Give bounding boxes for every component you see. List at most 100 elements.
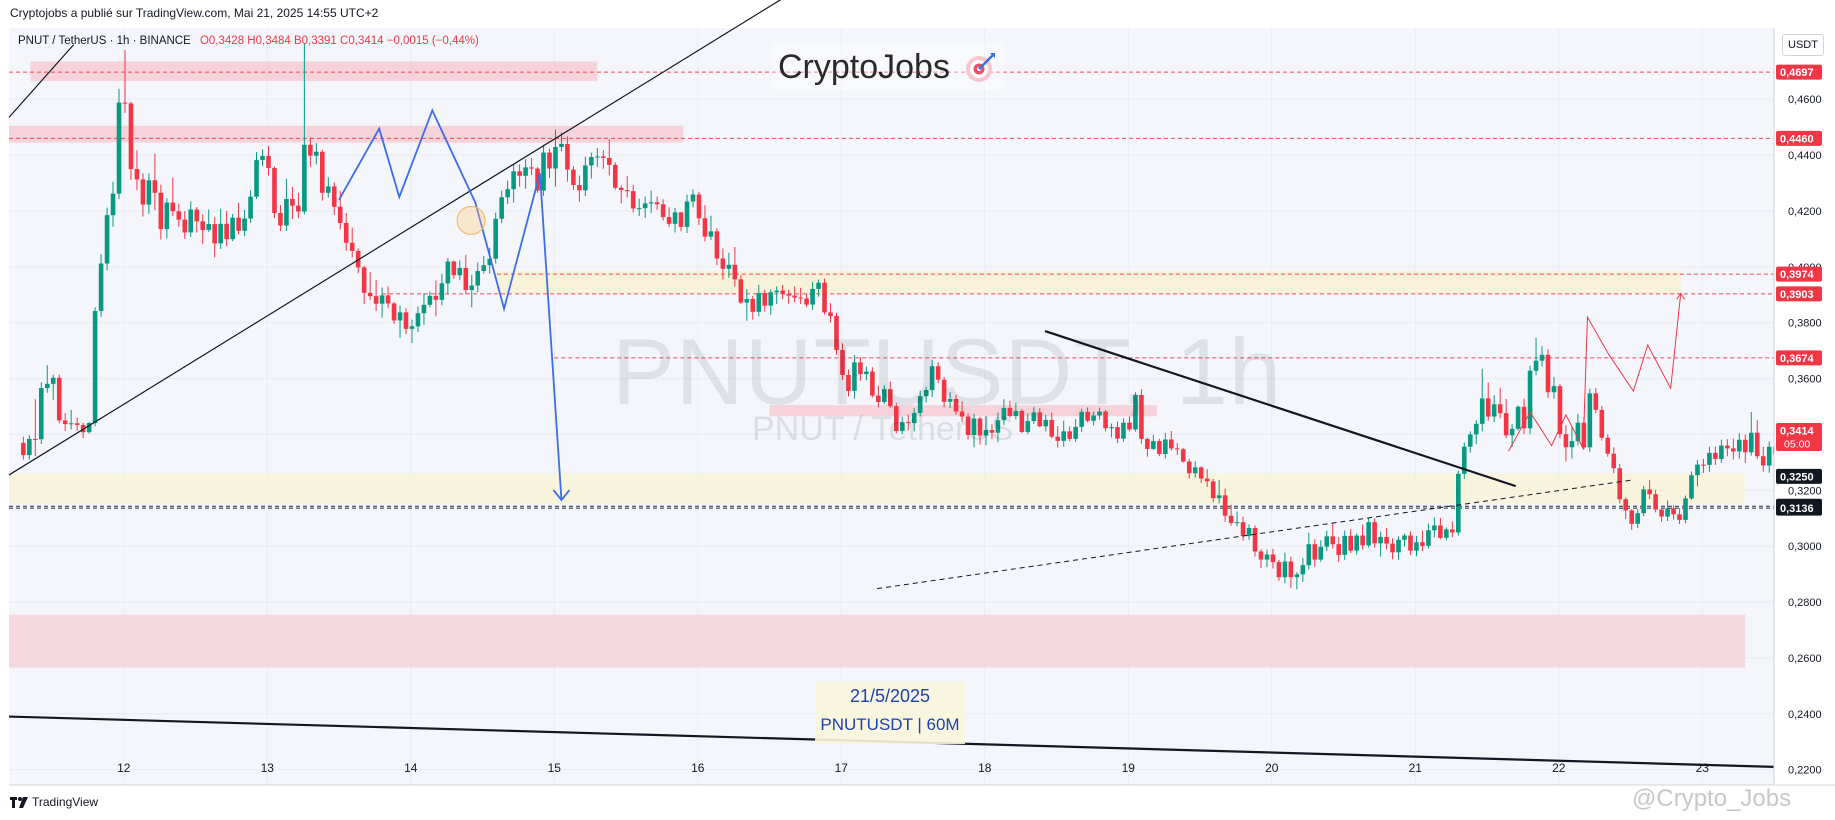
candle[interactable] bbox=[899, 416, 905, 435]
candle[interactable] bbox=[1438, 517, 1443, 540]
candle[interactable] bbox=[1659, 508, 1664, 522]
candle[interactable] bbox=[272, 166, 277, 219]
candle[interactable] bbox=[1444, 527, 1449, 541]
candle[interactable] bbox=[433, 280, 439, 317]
candle[interactable] bbox=[1408, 531, 1413, 556]
candle[interactable] bbox=[1539, 346, 1545, 367]
candle[interactable] bbox=[523, 159, 528, 189]
candle[interactable] bbox=[505, 180, 510, 204]
candle[interactable] bbox=[1677, 508, 1682, 525]
candle[interactable] bbox=[397, 305, 403, 339]
candle[interactable] bbox=[158, 184, 164, 240]
price-label[interactable]: 0,4460 bbox=[1776, 130, 1822, 146]
currency-label[interactable]: USDT bbox=[1782, 34, 1824, 56]
candle[interactable] bbox=[242, 209, 247, 237]
candle[interactable] bbox=[1396, 536, 1401, 560]
candle[interactable] bbox=[672, 207, 678, 233]
candle[interactable] bbox=[1683, 495, 1688, 524]
candle[interactable] bbox=[1204, 469, 1210, 487]
candle[interactable] bbox=[403, 308, 409, 335]
candle[interactable] bbox=[1473, 420, 1479, 445]
price-label[interactable]: 0,3903 bbox=[1776, 286, 1822, 302]
candle[interactable] bbox=[1169, 431, 1174, 451]
candle[interactable] bbox=[451, 260, 457, 279]
candle[interactable] bbox=[427, 291, 433, 308]
candle[interactable] bbox=[1085, 407, 1090, 423]
candle[interactable] bbox=[140, 173, 146, 217]
candle[interactable] bbox=[218, 208, 223, 249]
candle[interactable] bbox=[290, 186, 295, 220]
candle[interactable] bbox=[1569, 426, 1575, 459]
candle[interactable] bbox=[612, 162, 618, 190]
candle[interactable] bbox=[1719, 439, 1724, 463]
candle[interactable] bbox=[529, 158, 534, 175]
candle[interactable] bbox=[1653, 489, 1658, 513]
candle[interactable] bbox=[983, 416, 989, 446]
candle[interactable] bbox=[1127, 416, 1132, 432]
candle[interactable] bbox=[935, 362, 941, 384]
legend-symbol[interactable]: PNUT / TetherUS · 1h · BINANCE bbox=[18, 35, 191, 47]
candle[interactable] bbox=[1737, 433, 1742, 459]
candle[interactable] bbox=[224, 210, 229, 246]
candle[interactable] bbox=[577, 175, 582, 202]
candle[interactable] bbox=[1701, 458, 1706, 473]
candle[interactable] bbox=[278, 205, 283, 232]
candle[interactable] bbox=[182, 210, 188, 239]
candle[interactable] bbox=[21, 436, 26, 460]
candle[interactable] bbox=[499, 190, 504, 224]
candle[interactable] bbox=[176, 203, 182, 227]
candle[interactable] bbox=[128, 101, 134, 180]
candle[interactable] bbox=[1342, 530, 1348, 560]
candle[interactable] bbox=[810, 281, 815, 310]
candle[interactable] bbox=[86, 422, 92, 434]
candle[interactable] bbox=[654, 196, 660, 210]
candle[interactable] bbox=[917, 390, 923, 417]
candle[interactable] bbox=[302, 43, 307, 215]
candle[interactable] bbox=[170, 177, 176, 217]
candle[interactable] bbox=[571, 165, 576, 191]
candle[interactable] bbox=[1354, 533, 1359, 555]
candle[interactable] bbox=[798, 287, 803, 304]
candle[interactable] bbox=[284, 178, 289, 232]
candle[interactable] bbox=[595, 147, 600, 167]
candle[interactable] bbox=[44, 365, 50, 393]
candle[interactable] bbox=[373, 279, 379, 311]
price-label[interactable]: 0,3974 bbox=[1776, 266, 1822, 282]
candle[interactable] bbox=[1384, 528, 1389, 550]
candle[interactable] bbox=[194, 207, 200, 233]
candle[interactable] bbox=[415, 306, 421, 333]
candle[interactable] bbox=[188, 201, 194, 237]
candle[interactable] bbox=[1348, 529, 1353, 553]
candle[interactable] bbox=[923, 386, 929, 403]
candle[interactable] bbox=[236, 202, 241, 235]
candle[interactable] bbox=[487, 247, 493, 274]
candle[interactable] bbox=[92, 307, 98, 427]
candle[interactable] bbox=[953, 394, 959, 415]
candle[interactable] bbox=[1270, 548, 1276, 569]
candle[interactable] bbox=[565, 136, 570, 182]
candle[interactable] bbox=[1551, 376, 1557, 399]
candle[interactable] bbox=[254, 152, 259, 199]
candle[interactable] bbox=[1485, 382, 1491, 421]
candle[interactable] bbox=[1180, 447, 1186, 463]
trend-line[interactable] bbox=[877, 479, 1631, 590]
candle[interactable] bbox=[690, 189, 696, 208]
candle[interactable] bbox=[1420, 530, 1425, 551]
trend-line[interactable] bbox=[8, 44, 75, 118]
forecast-path[interactable] bbox=[1508, 293, 1682, 452]
candle[interactable] bbox=[1629, 509, 1634, 530]
candle[interactable] bbox=[1623, 497, 1629, 520]
candle[interactable] bbox=[1210, 478, 1216, 503]
candle[interactable] bbox=[1306, 532, 1312, 570]
candle[interactable] bbox=[230, 214, 235, 242]
candle[interactable] bbox=[1097, 407, 1102, 420]
candle[interactable] bbox=[1312, 539, 1318, 567]
candle[interactable] bbox=[1019, 409, 1025, 434]
candle[interactable] bbox=[146, 173, 152, 214]
candle[interactable] bbox=[457, 260, 463, 281]
candle[interactable] bbox=[74, 417, 80, 431]
candle[interactable] bbox=[1575, 413, 1581, 446]
candle[interactable] bbox=[1527, 365, 1533, 435]
candle[interactable] bbox=[1330, 522, 1336, 549]
